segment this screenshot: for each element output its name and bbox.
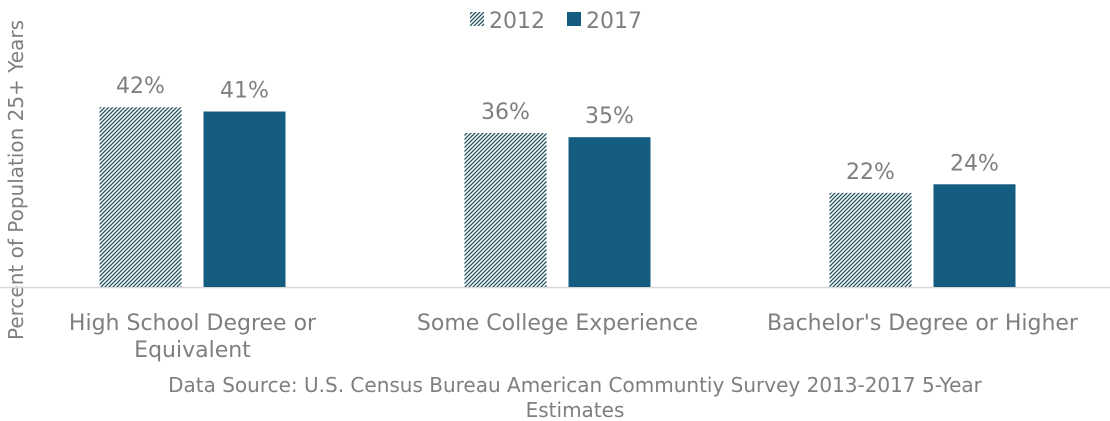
legend-swatch-2017 <box>567 12 581 26</box>
bar-2017-2 <box>933 184 1016 287</box>
category-label-0-line-0: High School Degree or <box>69 311 317 336</box>
legend-label-2017: 2017 <box>586 9 642 34</box>
data-label-2012-0: 42% <box>116 74 165 99</box>
bar-2012-1 <box>464 132 547 287</box>
data-label-2017-1: 35% <box>585 104 634 129</box>
legend: 2012 2017 <box>470 9 642 34</box>
legend-label-2012: 2012 <box>489 9 545 34</box>
bar-2017-0 <box>203 111 286 288</box>
source-note-line-1: Data Source: U.S. Census Bureau American… <box>168 373 983 397</box>
source-note-line-2: Estimates <box>526 398 625 421</box>
data-label-2012-2: 22% <box>846 160 895 185</box>
category-label-2-line-0: Bachelor's Degree or Higher <box>767 311 1079 336</box>
data-label-2017-2: 24% <box>950 151 999 176</box>
legend-swatch-2012 <box>470 12 484 26</box>
data-label-2012-1: 36% <box>481 100 530 125</box>
y-axis-title: Percent of Population 25+ Years <box>4 20 28 340</box>
bar-2017-1 <box>568 137 651 287</box>
category-label-0-line-1: Equivalent <box>134 338 251 363</box>
data-label-2017-0: 41% <box>220 79 269 104</box>
category-label-1-line-0: Some College Experience <box>417 311 698 336</box>
bar-2012-2 <box>829 192 912 287</box>
bar-2012-0 <box>99 107 182 288</box>
